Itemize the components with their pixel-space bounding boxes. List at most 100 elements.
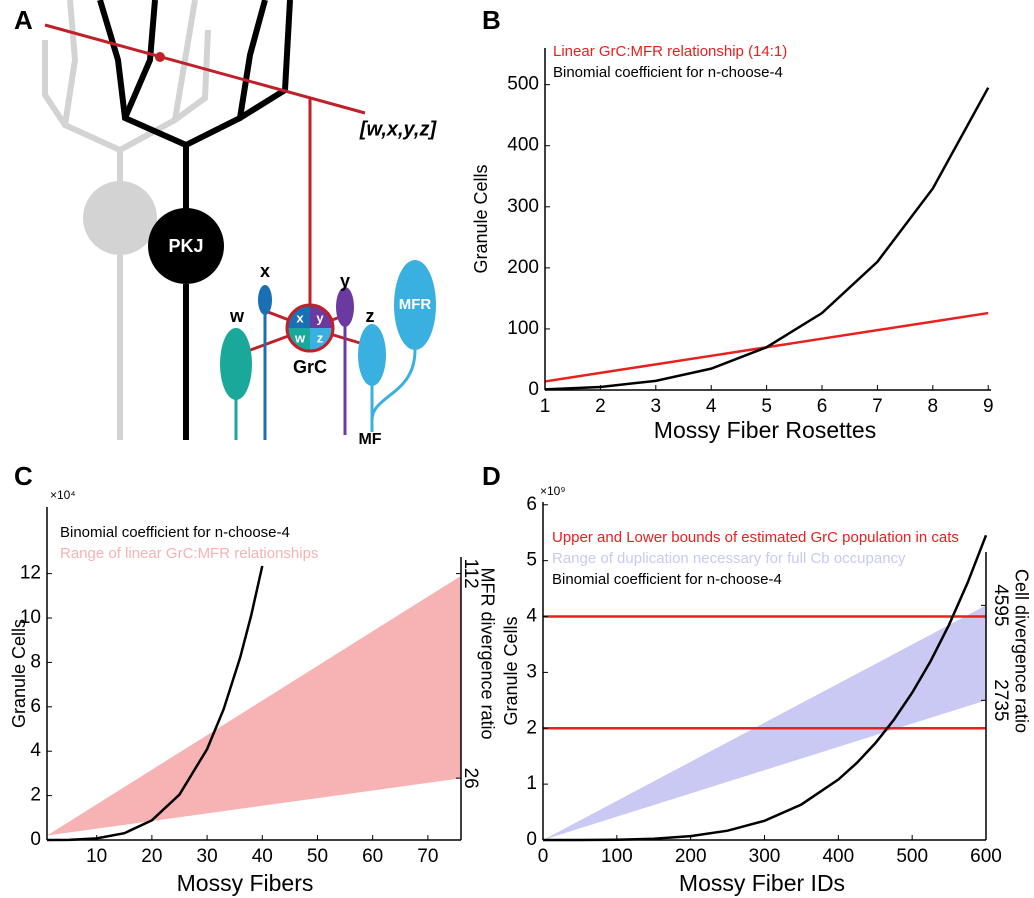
y-tick-label: 8 [30, 651, 41, 672]
y-tick-label: 200 [507, 257, 539, 278]
grc-label: GrC [293, 357, 327, 377]
x-tick-label: 2 [595, 396, 606, 417]
x-tick-label: 40 [252, 846, 273, 867]
rosette-z [358, 324, 386, 386]
x-tick-label: 7 [872, 396, 883, 417]
y-tick-label: 500 [507, 74, 539, 95]
rosette-mfr [394, 260, 436, 350]
quadrant-label: z [317, 330, 324, 345]
range-area [47, 575, 461, 836]
dendrite [184, 0, 268, 148]
dendrite [118, 0, 198, 153]
y-tick-label: 100 [507, 318, 539, 339]
quadrant-label: x [296, 310, 304, 325]
mfr-label: MFR [399, 296, 432, 313]
grc-quadrant [288, 328, 310, 350]
grc-quadrant [310, 306, 332, 328]
x-tick-label: 200 [675, 846, 707, 867]
y-tick-label: 4 [526, 606, 537, 627]
y-tick-label: 400 [507, 135, 539, 156]
x-tick-label: 20 [141, 846, 162, 867]
quadrant-label: y [316, 310, 324, 325]
y-tick-label: 5 [526, 550, 537, 571]
grc-soma [285, 303, 335, 353]
y-multiplier: ×10⁴ [50, 488, 76, 502]
y2-tick-label: 2735 [990, 679, 1011, 721]
x-axis-label: Mossy Fiber Rosettes [654, 417, 876, 443]
y-axis-label: Granule Cells [501, 616, 521, 725]
y-tick-label: 6 [30, 696, 41, 717]
panel-letter: B [482, 5, 501, 35]
parallel-fiber [44, 23, 366, 305]
x-tick-label: 400 [822, 846, 854, 867]
y-tick-label: 0 [526, 829, 537, 850]
y2-tick-label: 4595 [990, 584, 1011, 626]
y-tick-label: 10 [20, 607, 41, 628]
x-tick-label: 60 [362, 846, 383, 867]
x-tick-label: 5 [761, 396, 772, 417]
data-line [46, 565, 264, 842]
x-tick-label: 70 [417, 846, 438, 867]
panel-letter: A [14, 5, 33, 35]
legend-entry: Binomial coefficient for n-choose-4 [60, 524, 290, 541]
x-axis-label: Mossy Fibers [177, 870, 314, 896]
range-area [543, 605, 986, 840]
y-tick-label: 12 [20, 563, 41, 584]
y-tick-label: 0 [30, 829, 41, 850]
y2-axis-label: MFR divergence ratio [477, 567, 497, 739]
x-tick-label: 8 [928, 396, 939, 417]
grey-purkinje-dendrites [42, 0, 211, 440]
fiber-label: w [229, 306, 245, 326]
rosette-y [336, 287, 354, 327]
x-tick-label: 3 [651, 396, 662, 417]
grc-quadrant [288, 306, 310, 328]
grc-quadrant [310, 328, 332, 350]
quadrant-label: w [294, 330, 306, 345]
dendrite [62, 0, 79, 126]
y2-axis-label: Cell divergence ratio [1011, 569, 1031, 733]
input-label: [w,x,y,z] [359, 118, 438, 140]
dendrite [122, 0, 158, 120]
data-line [544, 87, 990, 391]
x-tick-label: 0 [538, 846, 549, 867]
y-tick-label: 0 [528, 379, 539, 400]
x-tick-label: 300 [749, 846, 781, 867]
fiber-label: y [340, 271, 350, 291]
x-tick-label: 100 [601, 846, 633, 867]
purkinje-soma [148, 208, 224, 284]
dendrite [173, 29, 211, 123]
x-tick-label: 30 [197, 846, 218, 867]
pkj-label: PKJ [168, 236, 203, 256]
y2-tick-label: 112 [460, 558, 481, 588]
legend-entry: Range of linear GrC:MFR relationships [60, 545, 318, 562]
x-tick-label: 9 [983, 396, 994, 417]
fiber-label: x [260, 261, 270, 281]
data-line [542, 534, 988, 842]
fiber-mfr [370, 349, 417, 421]
dendrite [97, 0, 189, 210]
rosette-w [220, 328, 252, 400]
grey-purkinje-soma [83, 181, 157, 255]
y-multiplier: ×10⁹ [540, 484, 566, 498]
synapse [155, 52, 165, 62]
legend-entry: Upper and Lower bounds of estimated GrC … [552, 529, 959, 546]
mf-label: MF [358, 431, 381, 448]
legend-entry: Range of duplication necessary for full … [552, 550, 906, 567]
x-tick-label: 500 [896, 846, 928, 867]
y-axis-label: Granule Cells [471, 164, 491, 273]
x-tick-label: 10 [86, 846, 107, 867]
legend-entry: Linear GrC:MFR relationship (14:1) [553, 43, 787, 60]
y-tick-label: 3 [526, 661, 537, 682]
rosette-x [258, 285, 272, 315]
y-axis-label: Granule Cells [9, 619, 29, 728]
dendrite [42, 40, 123, 182]
y-tick-label: 6 [526, 494, 537, 515]
mossy-fibers [234, 314, 417, 440]
x-tick-label: 6 [817, 396, 828, 417]
legend-entry: Binomial coefficient for n-choose-4 [552, 571, 782, 588]
y-tick-label: 2 [526, 717, 537, 738]
y-tick-label: 300 [507, 196, 539, 217]
y-tick-label: 2 [30, 785, 41, 806]
